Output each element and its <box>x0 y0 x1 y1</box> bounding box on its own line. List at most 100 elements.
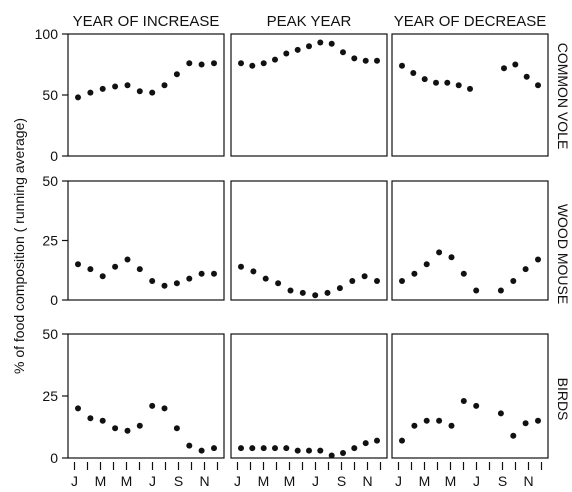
x-tick-label: M <box>419 473 431 489</box>
data-point <box>294 46 301 53</box>
data-point <box>99 417 106 424</box>
x-tick-label: M <box>284 473 296 489</box>
data-point <box>349 278 356 284</box>
data-point <box>535 82 541 89</box>
data-point <box>455 82 462 89</box>
data-point <box>287 287 294 294</box>
data-point <box>136 88 143 95</box>
panel-frame <box>67 180 225 301</box>
data-point <box>198 447 205 454</box>
data-point <box>362 57 369 64</box>
data-point <box>149 402 156 409</box>
y-tick-label: 25 <box>42 233 58 249</box>
data-point <box>173 280 180 287</box>
data-point <box>211 60 217 67</box>
panel-frame <box>391 33 549 157</box>
data-point <box>399 437 405 444</box>
data-point <box>467 85 473 92</box>
data-point <box>238 445 244 452</box>
data-point <box>87 266 94 273</box>
panel-frame <box>391 180 549 301</box>
data-point <box>87 415 94 422</box>
data-point <box>501 65 507 72</box>
row-label-2: BIRDS <box>555 378 571 421</box>
data-point <box>249 445 256 452</box>
data-point <box>211 445 217 452</box>
data-point <box>124 427 131 434</box>
data-point <box>75 405 81 412</box>
x-tick-label: J <box>71 473 78 489</box>
data-point <box>340 49 346 56</box>
column-title-0: YEAR OF INCREASE <box>73 13 220 30</box>
data-point <box>75 94 81 101</box>
data-point <box>87 89 94 96</box>
data-point <box>136 266 143 273</box>
x-tick-label: J <box>312 473 319 489</box>
column-title-1: PEAK YEAR <box>267 13 352 30</box>
data-point <box>535 417 541 424</box>
data-point <box>312 292 319 299</box>
data-point <box>436 417 443 424</box>
data-point <box>351 445 358 452</box>
x-tick-label: J <box>473 473 480 489</box>
data-point <box>283 445 290 452</box>
data-point <box>317 39 324 46</box>
data-point <box>423 261 430 268</box>
data-point <box>124 82 131 89</box>
data-point <box>173 71 180 78</box>
data-point <box>351 55 358 62</box>
x-tick-label: J <box>234 473 241 489</box>
data-point <box>374 437 380 444</box>
data-point <box>460 398 467 404</box>
data-point <box>75 261 81 268</box>
data-point <box>306 447 312 454</box>
data-point <box>250 268 257 275</box>
x-tick-label: M <box>121 473 133 489</box>
data-point <box>411 422 418 429</box>
x-tick-label: N <box>523 473 533 489</box>
data-point <box>448 422 455 429</box>
data-point <box>249 62 256 69</box>
y-axis-label: % of food composition ( running average) <box>11 118 27 374</box>
data-point <box>238 60 244 67</box>
data-point <box>399 278 405 284</box>
data-point <box>510 432 517 439</box>
data-point <box>262 275 269 282</box>
data-point <box>399 62 405 69</box>
data-point <box>112 83 119 90</box>
data-point <box>306 43 312 50</box>
y-tick-label: 0 <box>50 148 58 164</box>
data-point <box>99 85 106 92</box>
data-point <box>186 60 193 67</box>
data-point <box>460 270 467 277</box>
data-point <box>473 287 480 294</box>
data-point <box>272 56 278 63</box>
data-point <box>124 256 131 263</box>
y-tick-label: 0 <box>50 292 58 308</box>
data-point <box>362 440 369 447</box>
data-point <box>275 280 282 287</box>
x-tick-label: N <box>199 473 209 489</box>
data-point <box>260 60 267 67</box>
column-title-2: YEAR OF DECREASE <box>394 13 547 30</box>
panel-frame <box>230 333 388 459</box>
x-tick-label: J <box>395 473 402 489</box>
y-tick-label: 50 <box>42 326 58 342</box>
y-tick-label: 100 <box>35 26 59 42</box>
panel-frame <box>67 333 225 459</box>
data-point <box>328 40 335 47</box>
data-point <box>423 417 430 424</box>
data-point <box>112 425 119 432</box>
data-point <box>497 287 504 294</box>
x-tick-label: M <box>95 473 107 489</box>
row-label-0: COMMON VOLE <box>555 43 571 150</box>
data-point <box>436 249 443 256</box>
data-point <box>211 270 217 277</box>
data-point <box>510 278 517 284</box>
x-tick-label: M <box>258 473 270 489</box>
data-point <box>374 57 380 64</box>
data-point <box>198 270 205 277</box>
data-point <box>161 405 168 412</box>
data-point <box>522 420 529 427</box>
data-point <box>522 266 529 273</box>
